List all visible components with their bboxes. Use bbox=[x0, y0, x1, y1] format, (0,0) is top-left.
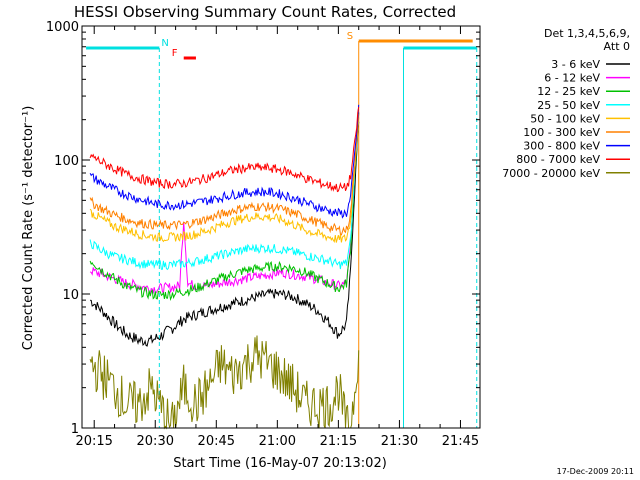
x-tick-label: 20:15 bbox=[75, 434, 112, 449]
legend-entry-label: 50 - 100 keV bbox=[530, 112, 600, 125]
tick-layer: 1 10 100 1000 20:15 20:30 20:45 21:00 21:15 21:30… bbox=[46, 20, 480, 449]
series-line bbox=[89, 106, 360, 193]
series-line bbox=[89, 335, 360, 430]
series-line bbox=[89, 112, 360, 302]
x-tick-label: 20:45 bbox=[198, 434, 235, 449]
legend-entry-label: 3 - 6 keV bbox=[551, 58, 600, 71]
x-tick-label: 21:30 bbox=[381, 434, 418, 449]
legend-entry-label: 300 - 800 keV bbox=[523, 140, 600, 153]
y-tick-label: 1000 bbox=[46, 20, 79, 35]
flag-night-label: N bbox=[161, 38, 168, 49]
series-line bbox=[89, 104, 360, 219]
series-line bbox=[89, 112, 360, 295]
legend-entry-label: 6 - 12 keV bbox=[544, 72, 600, 85]
y-tick-label: 1 bbox=[71, 422, 79, 437]
plot-frame bbox=[81, 25, 481, 429]
legend-entry-label: 800 - 7000 keV bbox=[516, 153, 600, 166]
series-line bbox=[89, 113, 360, 236]
flag-saa-label: S bbox=[347, 31, 353, 42]
y-tick-label: 10 bbox=[62, 288, 79, 303]
x-tick-label: 21:15 bbox=[320, 434, 357, 449]
x-tick-label: 20:30 bbox=[137, 434, 174, 449]
legend-entry-label: 12 - 25 keV bbox=[537, 85, 600, 98]
series-line bbox=[90, 121, 360, 347]
x-axis-label: Start Time (16-May-07 20:13:02) bbox=[173, 456, 387, 471]
legend-entry-label: 100 - 300 keV bbox=[523, 126, 600, 139]
series-line bbox=[89, 117, 360, 244]
legend-header-2: Att 0 bbox=[604, 40, 630, 53]
series-line bbox=[89, 121, 360, 271]
y-axis-label: Corrected Count Rate (s⁻¹ detector⁻¹) bbox=[21, 106, 36, 351]
x-tick-label: 21:45 bbox=[442, 434, 479, 449]
axes bbox=[81, 25, 481, 429]
legend-header-1: Det 1,3,4,5,6,9, bbox=[544, 27, 630, 40]
chart-title: HESSI Observing Summary Count Rates, Cor… bbox=[74, 3, 456, 21]
x-tick-label: 21:00 bbox=[259, 434, 296, 449]
legend-entry-label: 25 - 50 keV bbox=[537, 99, 600, 112]
flag-flare-label: F bbox=[172, 48, 178, 59]
legend-entry-label: 7000 - 20000 keV bbox=[502, 167, 600, 180]
timestamp: 17-Dec-2009 20:11 bbox=[557, 467, 634, 476]
observing-flags: NF S bbox=[86, 31, 478, 428]
y-tick-label: 100 bbox=[54, 154, 79, 169]
series-layer bbox=[89, 104, 360, 430]
